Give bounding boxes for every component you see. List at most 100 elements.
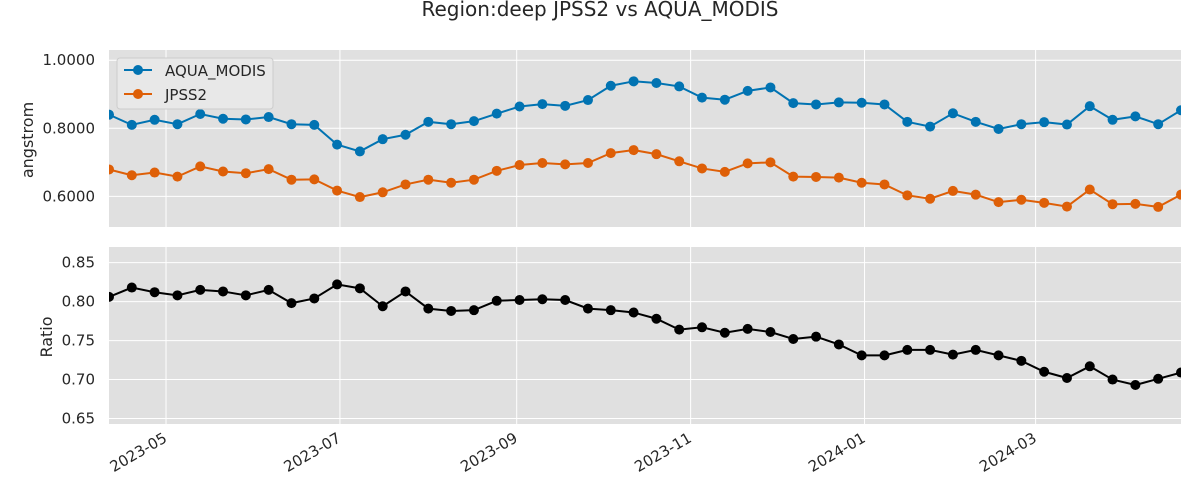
data-point-aqua_modis bbox=[0, 113, 5, 123]
data-point-jpss2 bbox=[1130, 198, 1141, 209]
data-point-aqua_modis bbox=[109, 109, 114, 120]
legend-marker-aqua bbox=[133, 65, 143, 75]
data-point-aqua_modis bbox=[423, 116, 434, 127]
data-point-ratio bbox=[1039, 366, 1050, 377]
data-point-ratio bbox=[263, 284, 274, 295]
data-point-ratio bbox=[400, 286, 411, 297]
data-point-aqua_modis bbox=[925, 121, 936, 132]
data-point-jpss2 bbox=[719, 166, 730, 177]
data-point-aqua_modis bbox=[1039, 117, 1050, 128]
data-point-jpss2 bbox=[126, 170, 137, 181]
data-point-ratio bbox=[332, 279, 343, 290]
data-point-aqua_modis bbox=[902, 116, 913, 127]
data-point-ratio bbox=[1130, 380, 1141, 391]
data-point-ratio bbox=[537, 294, 548, 305]
data-point-jpss2 bbox=[833, 172, 844, 183]
data-point-aqua_modis bbox=[514, 101, 525, 112]
data-point-ratio bbox=[697, 322, 708, 333]
data-point-ratio bbox=[925, 344, 936, 355]
data-point-aqua_modis bbox=[947, 108, 958, 119]
x-tick-label: 2024-01 bbox=[805, 429, 868, 476]
data-point-jpss2 bbox=[993, 197, 1004, 208]
data-point-jpss2 bbox=[1039, 197, 1050, 208]
data-point-aqua_modis bbox=[377, 134, 388, 145]
top-gridlines bbox=[109, 50, 1181, 227]
data-point-jpss2 bbox=[423, 174, 434, 185]
data-point-aqua_modis bbox=[788, 98, 799, 109]
data-point-aqua_modis bbox=[628, 76, 639, 87]
data-point-ratio bbox=[833, 339, 844, 350]
data-point-ratio bbox=[628, 307, 639, 318]
data-point-ratio bbox=[902, 344, 913, 355]
data-point-ratio bbox=[109, 291, 114, 302]
data-point-aqua_modis bbox=[286, 119, 297, 130]
data-point-jpss2 bbox=[902, 190, 913, 201]
data-point-ratio bbox=[423, 303, 434, 314]
data-point-ratio bbox=[605, 305, 616, 316]
bottom-series-group bbox=[0, 279, 1181, 391]
top-series-group bbox=[0, 76, 1181, 212]
data-point-jpss2 bbox=[1016, 194, 1027, 205]
data-point-aqua_modis bbox=[468, 116, 479, 127]
data-point-aqua_modis bbox=[218, 113, 229, 124]
bottom-y-tick-label: 0.85 bbox=[62, 254, 95, 272]
data-point-ratio bbox=[0, 370, 5, 380]
data-point-aqua_modis bbox=[149, 114, 160, 125]
top-y-axis-label: angstrom bbox=[18, 102, 37, 178]
data-point-jpss2 bbox=[879, 179, 890, 190]
x-tick-label: 2023-07 bbox=[281, 429, 344, 476]
data-point-ratio bbox=[514, 295, 525, 306]
top-plot-area bbox=[109, 50, 1181, 227]
data-point-aqua_modis bbox=[1016, 119, 1027, 130]
data-point-ratio bbox=[468, 305, 479, 316]
bottom-y-tick-labels: 0.65 0.70 0.75 0.80 0.85 bbox=[62, 254, 95, 428]
data-point-aqua_modis bbox=[697, 92, 708, 103]
data-point-aqua_modis bbox=[1176, 105, 1181, 116]
data-point-jpss2 bbox=[354, 192, 365, 203]
data-point-jpss2 bbox=[0, 195, 5, 205]
legend-marker-jpss2 bbox=[133, 89, 143, 99]
data-point-ratio bbox=[218, 286, 229, 297]
data-point-aqua_modis bbox=[400, 129, 411, 140]
data-point-ratio bbox=[172, 290, 183, 301]
data-point-jpss2 bbox=[1153, 201, 1164, 212]
bottom-y-tick-label: 0.65 bbox=[62, 410, 95, 428]
data-point-ratio bbox=[126, 282, 137, 293]
data-point-ratio bbox=[970, 344, 981, 355]
data-point-jpss2 bbox=[1084, 184, 1095, 195]
data-point-aqua_modis bbox=[1153, 119, 1164, 130]
data-point-ratio bbox=[1084, 361, 1095, 372]
data-point-aqua_modis bbox=[582, 95, 593, 106]
data-point-aqua_modis bbox=[172, 119, 183, 130]
data-point-jpss2 bbox=[468, 174, 479, 185]
data-point-ratio bbox=[377, 301, 388, 312]
data-point-aqua_modis bbox=[833, 97, 844, 108]
x-tick-label: 2024-03 bbox=[976, 429, 1039, 476]
data-point-jpss2 bbox=[947, 185, 958, 196]
data-point-aqua_modis bbox=[537, 99, 548, 110]
data-point-ratio bbox=[879, 350, 890, 361]
data-point-jpss2 bbox=[811, 171, 822, 182]
data-point-ratio bbox=[582, 303, 593, 314]
data-point-jpss2 bbox=[537, 158, 548, 169]
data-point-aqua_modis bbox=[765, 82, 776, 93]
data-point-ratio bbox=[993, 350, 1004, 361]
data-point-aqua_modis bbox=[263, 112, 274, 123]
data-point-ratio bbox=[674, 324, 685, 335]
data-point-ratio bbox=[491, 295, 502, 306]
data-point-jpss2 bbox=[674, 156, 685, 167]
x-tick-label: 2023-05 bbox=[107, 429, 170, 476]
data-point-jpss2 bbox=[446, 177, 457, 188]
data-point-aqua_modis bbox=[332, 139, 343, 150]
x-tick-label: 2023-11 bbox=[631, 429, 694, 476]
data-point-ratio bbox=[742, 323, 753, 334]
bottom-y-axis-label: Ratio bbox=[37, 316, 56, 357]
data-point-ratio bbox=[309, 293, 320, 304]
data-point-ratio bbox=[560, 295, 571, 306]
data-point-jpss2 bbox=[172, 171, 183, 182]
data-point-jpss2 bbox=[1176, 189, 1181, 200]
data-point-aqua_modis bbox=[560, 100, 571, 111]
data-point-jpss2 bbox=[628, 145, 639, 156]
legend: AQUA_MODIS JPSS2 bbox=[116, 57, 274, 110]
data-point-aqua_modis bbox=[446, 119, 457, 130]
